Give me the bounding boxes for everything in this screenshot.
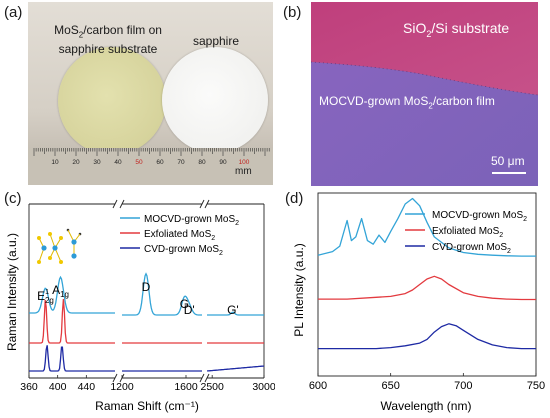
raman-peak-label: A1g: [52, 283, 69, 299]
raman-x-tick-label: 3000: [252, 381, 275, 393]
panel-a-photo: MoS2/carbon film on sapphire substrate s…: [28, 2, 273, 185]
panel-a-label: (a): [4, 4, 23, 21]
raman-series-line: [29, 345, 115, 372]
raman-legend-label: CVD-grown MoS2: [144, 244, 223, 257]
ruler-number: 50: [135, 159, 143, 166]
scale-bar-label: 50 μm: [491, 154, 525, 168]
pl-plot-frame: [317, 192, 537, 377]
pl-x-tick-label: 750: [527, 380, 545, 392]
raman-axis-break: [112, 199, 118, 209]
ruler-number: 40: [114, 159, 122, 166]
raman-series-line: [207, 365, 264, 372]
pl-series-line: [318, 275, 536, 301]
pl-series-line: [318, 323, 536, 350]
substrate-region: [311, 2, 538, 186]
raman-peak-label: G: [180, 297, 189, 311]
ruler-unit: mm: [235, 166, 252, 177]
raman-x-tick-label: 360: [20, 381, 38, 393]
substrate-label: SiO2/Si substrate: [403, 20, 510, 39]
film-label: MOCVD-grown MoS2/carbon film: [319, 94, 495, 111]
scale-bar: [492, 172, 526, 174]
film-wafer: [58, 47, 166, 155]
pl-y-label: PL Intensity (a.u.): [292, 243, 306, 337]
pl-series-line: [317, 197, 536, 257]
panel-b-label: (b): [283, 4, 302, 21]
left-caption: MoS2/carbon film on sapphire substrate: [54, 23, 162, 57]
pl-x-label: Wavelength (nm): [381, 399, 472, 413]
panel-c-label: (c): [4, 190, 22, 207]
raman-x-tick-label: 400: [49, 381, 67, 393]
raman-axis-break: [204, 199, 210, 209]
ruler-number: 30: [93, 159, 101, 166]
raman-peak-label: G': [227, 303, 239, 317]
panel-b-micrograph: SiO2/Si substrate MOCVD-grown MoS2/carbo…: [311, 2, 538, 186]
raman-x-tick-label: 440: [78, 381, 96, 393]
ruler-number: 70: [177, 159, 185, 166]
raman-legend-label: Exfoliated MoS2: [144, 229, 215, 242]
raman-peak-label: D': [184, 303, 195, 317]
raman-axis-break: [119, 199, 125, 209]
sapphire-wafer: [162, 47, 268, 153]
mos2-structure-icon: [37, 228, 82, 264]
ruler-number: 90: [219, 159, 227, 166]
ruler-number: 80: [198, 159, 206, 166]
pl-legend-label: Exfoliated MoS2: [432, 226, 503, 239]
pl-x-tick-label: 700: [454, 380, 472, 392]
raman-axis-break: [112, 373, 118, 383]
pl-legend-label: MOCVD-grown MoS2: [432, 210, 527, 223]
raman-series-line: [29, 275, 115, 314]
raman-axis-break: [199, 373, 205, 383]
ruler-number: 10: [51, 159, 59, 166]
raman-x-tick-label: 1200: [110, 381, 134, 393]
raman-y-label: Raman Intensity (a.u.): [5, 233, 19, 351]
raman-chart: Raman Intensity (a.u.) Raman Shift (cm⁻¹…: [5, 199, 275, 413]
raman-axis-break: [199, 199, 205, 209]
pl-x-tick-label: 650: [381, 380, 399, 392]
raman-legend-label: MOCVD-grown MoS2: [144, 214, 239, 227]
right-caption: sapphire: [192, 34, 240, 48]
raman-series-line: [29, 298, 115, 344]
pl-chart: PL Intensity (a.u.) Wavelength (nm) 600 6…: [292, 192, 545, 413]
raman-axis-break: [204, 373, 210, 383]
raman-series-line: [122, 272, 202, 316]
raman-x-label: Raman Shift (cm⁻¹): [95, 399, 199, 413]
raman-peak-label: D: [142, 280, 151, 294]
pl-x-tick-label: 600: [309, 380, 327, 392]
raman-x-tick-label: 1600: [174, 381, 198, 393]
ruler-number: 20: [72, 159, 80, 166]
panel-d-label: (d): [285, 190, 304, 207]
ruler: 10 20 30 40 50 60 70 80 90 100 mm: [28, 148, 273, 185]
ruler-number: 100: [239, 159, 250, 166]
raman-series-line: [207, 311, 264, 316]
raman-x-tick-label: 2500: [201, 381, 225, 393]
ruler-number: 60: [156, 159, 164, 166]
pl-legend-label: CVD-grown MoS2: [432, 242, 511, 255]
